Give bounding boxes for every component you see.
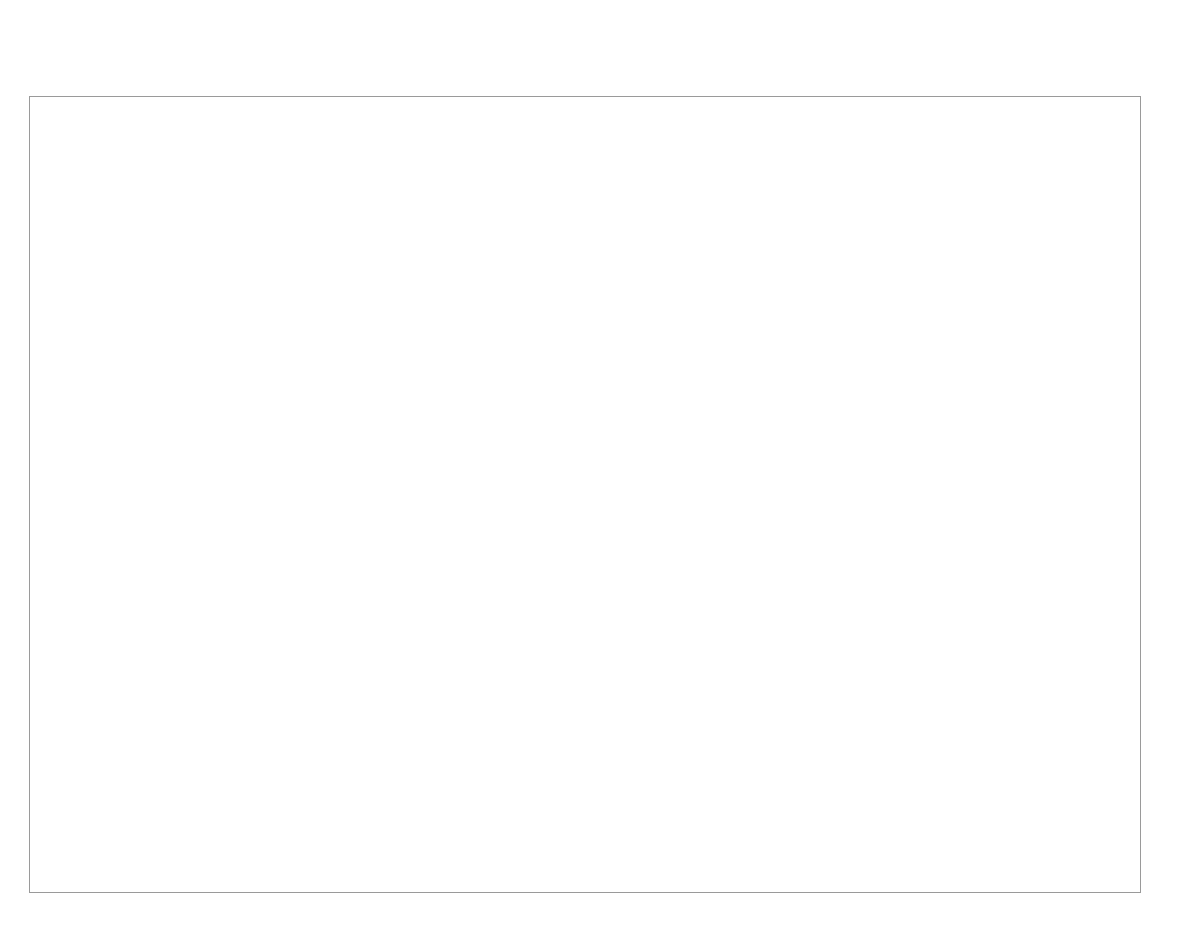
value-range <box>722 42 750 60</box>
header-meta-line <box>0 42 1200 64</box>
map-plot-area <box>29 96 1141 893</box>
pbl-height-field <box>30 97 1140 892</box>
colorbar <box>1147 98 1200 898</box>
map-canvas <box>29 96 1141 893</box>
colorbar-swatches <box>1147 98 1167 898</box>
coastlines <box>30 97 1140 892</box>
